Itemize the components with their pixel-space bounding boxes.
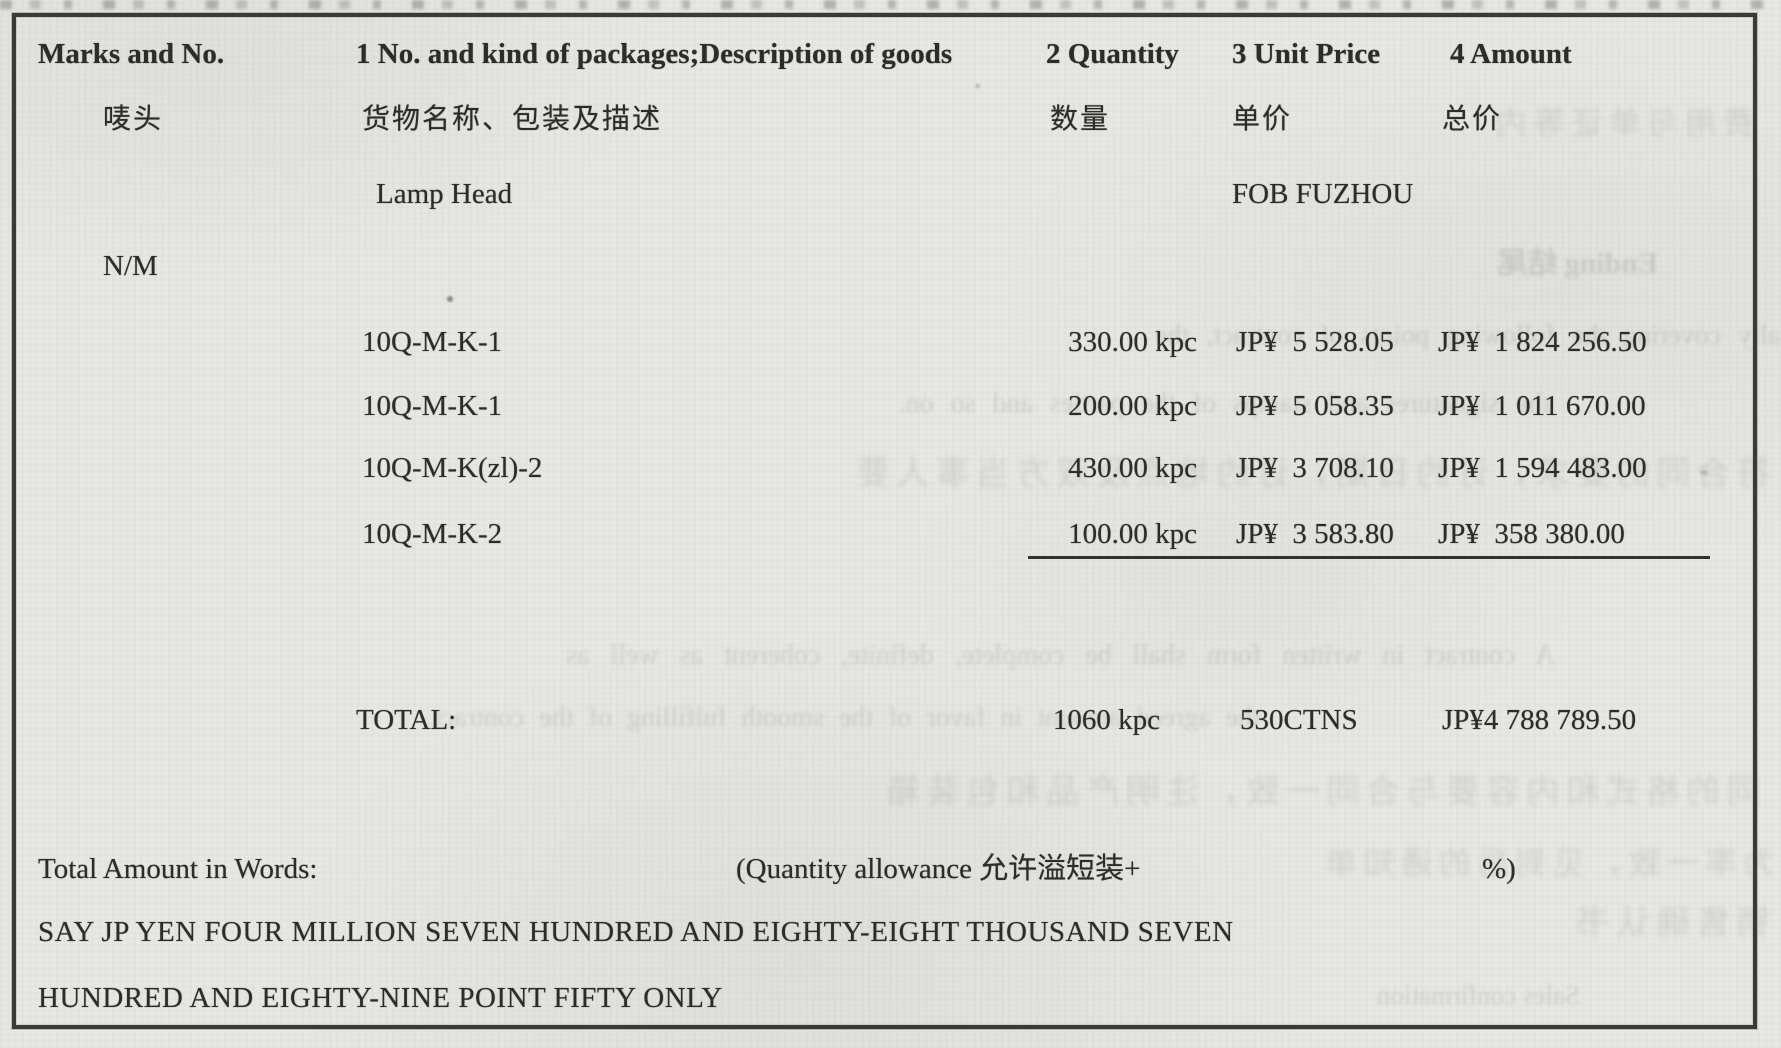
column-header-amount: 4 Amount bbox=[1450, 38, 1572, 70]
column-header-quantity-cn: 数量 bbox=[1050, 104, 1111, 135]
item-quantity: 330.00 kpc bbox=[1068, 326, 1197, 358]
item-amount: JP¥ 1 011 670.00 bbox=[1438, 390, 1646, 422]
column-header-description: 1 No. and kind of packages;Description o… bbox=[356, 38, 953, 70]
scan-speck bbox=[975, 84, 980, 88]
quantity-allowance-close: %) bbox=[1482, 853, 1516, 885]
column-header-marks-cn: 唛头 bbox=[103, 104, 164, 135]
column-header-description-cn: 货物名称、包装及描述 bbox=[362, 104, 663, 135]
total-amount: JP¥4 788 789.50 bbox=[1442, 704, 1637, 736]
item-amount: JP¥ 358 380.00 bbox=[1438, 518, 1625, 550]
item-unit-price: JP¥ 3 583.80 bbox=[1236, 518, 1394, 550]
total-label: TOTAL: bbox=[356, 704, 457, 736]
item-code: 10Q-M-K-1 bbox=[362, 390, 503, 422]
total-cartons: 530CTNS bbox=[1240, 704, 1358, 736]
goods-name: Lamp Head bbox=[376, 178, 513, 210]
column-header-amount-cn: 总价 bbox=[1442, 104, 1503, 135]
amount-in-words-line2: HUNDRED AND EIGHTY-NINE POINT FIFTY ONLY bbox=[38, 982, 723, 1014]
quantity-allowance-note: (Quantity allowance 允许溢短装+ bbox=[736, 853, 1141, 885]
price-term: FOB FUZHOU bbox=[1232, 178, 1414, 210]
amount-in-words-line1: SAY JP YEN FOUR MILLION SEVEN HUNDRED AN… bbox=[38, 916, 1234, 948]
item-quantity: 430.00 kpc bbox=[1068, 452, 1197, 484]
item-unit-price: JP¥ 5 058.35 bbox=[1236, 390, 1394, 422]
item-code: 10Q-M-K-1 bbox=[362, 326, 503, 358]
scan-speck bbox=[447, 296, 453, 302]
column-header-unit-price: 3 Unit Price bbox=[1232, 38, 1381, 70]
column-header-quantity: 2 Quantity bbox=[1046, 38, 1179, 70]
invoice-table-border bbox=[12, 13, 1757, 1029]
column-header-unit-price-cn: 单价 bbox=[1232, 104, 1293, 135]
marks-value: N/M bbox=[103, 250, 158, 282]
column-header-marks: Marks and No. bbox=[38, 38, 225, 70]
item-code: 10Q-M-K(zl)-2 bbox=[362, 452, 543, 484]
item-quantity: 200.00 kpc bbox=[1068, 390, 1197, 422]
scan-speck bbox=[1700, 470, 1708, 475]
scan-edge-noise bbox=[0, 0, 1781, 9]
item-unit-price: JP¥ 3 708.10 bbox=[1236, 452, 1394, 484]
amount-in-words-label: Total Amount in Words: bbox=[38, 853, 318, 885]
item-unit-price: JP¥ 5 528.05 bbox=[1236, 326, 1394, 358]
total-quantity: 1060 kpc bbox=[1052, 704, 1160, 736]
item-amount: JP¥ 1 594 483.00 bbox=[1438, 452, 1647, 484]
subtotal-rule bbox=[1028, 556, 1710, 559]
item-amount: JP¥ 1 824 256.50 bbox=[1438, 326, 1647, 358]
item-quantity: 100.00 kpc bbox=[1068, 518, 1197, 550]
item-code: 10Q-M-K-2 bbox=[362, 518, 503, 550]
